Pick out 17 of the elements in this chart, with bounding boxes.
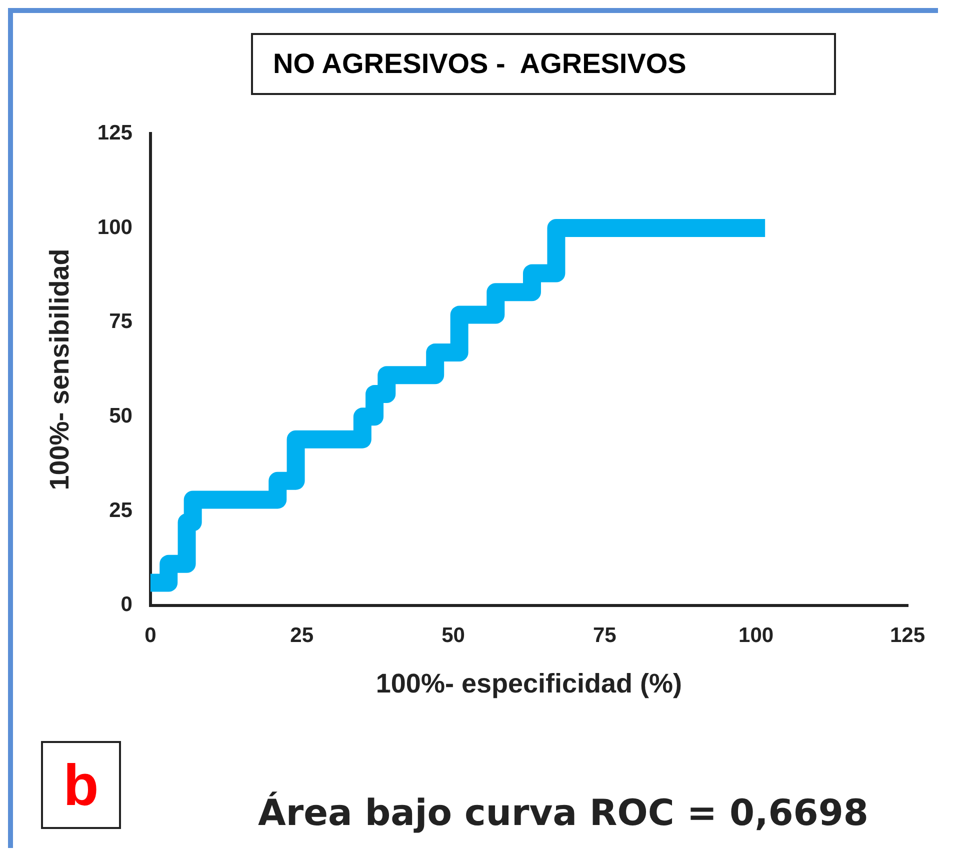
y-tick-label: 0 <box>120 593 132 616</box>
x-tick-label: 125 <box>890 624 926 647</box>
x-tick-label: 75 <box>592 624 617 647</box>
y-tick-label: 75 <box>109 310 133 334</box>
y-tick-label: 100 <box>97 216 132 239</box>
x-axis-title: 100%- especificidad (%) <box>376 668 682 698</box>
chart-title: NO AGRESIVOS - AGRESIVOS <box>251 33 836 95</box>
y-tick-label: 25 <box>109 498 133 522</box>
x-tick-label: 0 <box>144 624 156 647</box>
y-axis-title: 100%- sensibilidad <box>44 248 75 490</box>
x-tick-label: 100 <box>738 624 774 647</box>
text: Área bajo curva ROC = 0,6698 <box>258 793 868 834</box>
text: b <box>41 741 121 829</box>
y-tick-label: 50 <box>109 404 132 428</box>
y-tick-label: 125 <box>97 121 133 144</box>
x-tick-label: 50 <box>442 624 465 647</box>
x-tick-label: 25 <box>290 624 314 647</box>
